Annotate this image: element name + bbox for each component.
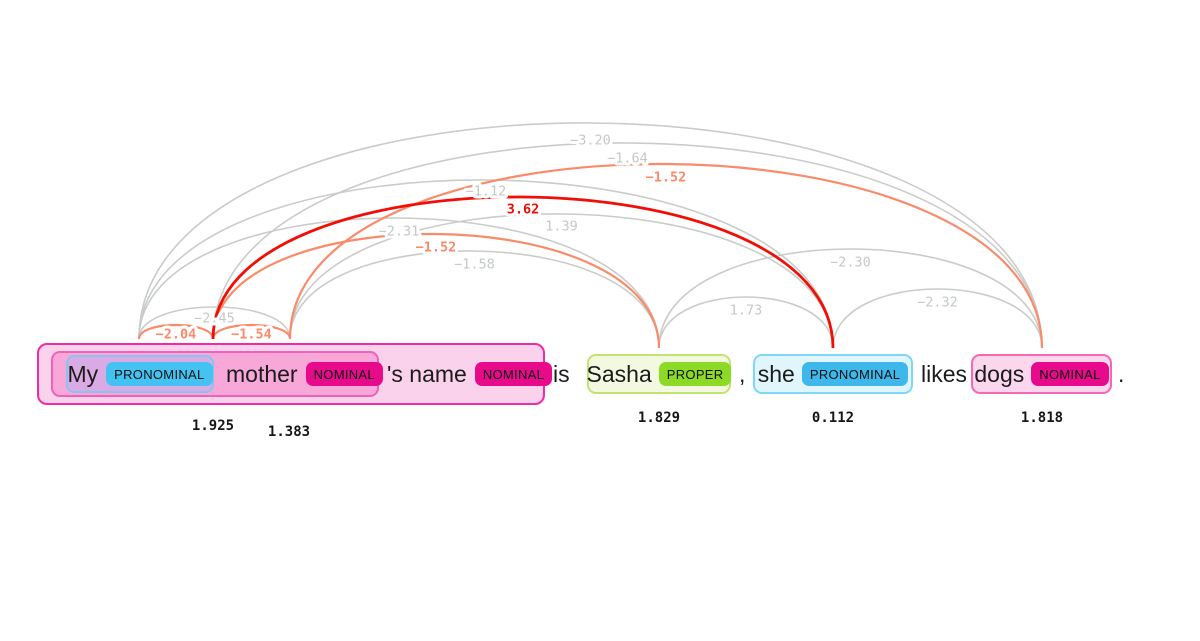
mention-sasha: Sasha PROPER	[586, 354, 732, 394]
arc-score-label-my-dogs: −3.20	[570, 133, 611, 149]
coref-arc-my_mother_s_name-dogs	[288, 162, 1044, 349]
arc-score-label-my_mother-she: 3.62	[507, 202, 540, 218]
coref-arc-my_mother_s_name-she	[289, 213, 834, 349]
arc-score-label-my-she: −1.12	[466, 184, 507, 200]
coref-arc-my_mother-sasha	[211, 232, 661, 349]
coref-arc-my-sasha	[138, 217, 660, 349]
coref-arc-sasha-dogs	[658, 248, 1043, 349]
mention-score-she: 0.112	[811, 410, 855, 426]
arc-score-label-my-my_mother_s_name: −2.45	[194, 311, 235, 327]
coref-arc-my-she	[138, 179, 834, 349]
mention-my-mother: My PRONOMINAL mother NOMINAL	[51, 351, 383, 397]
word-period: .	[1118, 361, 1125, 387]
word-comma: ,	[739, 361, 746, 387]
arc-score-label-my_mother-my_mother_s_name: −1.54	[231, 327, 272, 343]
tag-pronominal-she: PRONOMINAL	[801, 362, 909, 386]
tag-nominal-mother: NOMINAL	[305, 362, 383, 386]
arc-score-label-my_mother-sasha: −1.52	[416, 240, 457, 256]
arc-score-label-my_mother_s_name-she: 1.39	[545, 219, 578, 235]
mention-dogs: dogs NOMINAL	[971, 354, 1112, 394]
mention-score-my_mother_s_name: 1.383	[267, 424, 311, 440]
coref-arc-my_mother-dogs	[212, 142, 1043, 349]
word-s-name: 's name	[387, 360, 467, 387]
word-she: she	[757, 360, 795, 387]
arc-score-label-sasha-dogs: −2.30	[830, 255, 871, 271]
word-likes: likes	[921, 361, 968, 387]
coref-arc-my-dogs	[138, 122, 1043, 349]
mention-she: she PRONOMINAL	[753, 354, 913, 394]
mention-my-mother-s-name: My PRONOMINAL mother NOMINAL 's name NOM…	[37, 343, 553, 405]
tag-nominal-dogs: NOMINAL	[1031, 362, 1109, 386]
word-sasha: Sasha	[586, 360, 652, 387]
arc-score-label-my_mother_s_name-sasha: −1.58	[454, 257, 495, 273]
word-my: My	[67, 360, 99, 387]
word-mother: mother	[226, 360, 298, 387]
coref-arc-my_mother-my_mother_s_name	[211, 324, 292, 340]
tag-pronominal-my: PRONOMINAL	[106, 362, 213, 386]
arc-score-label-she-dogs: −2.32	[917, 295, 958, 311]
word-is: is	[553, 361, 570, 387]
coref-arc-she-dogs	[832, 288, 1043, 349]
arc-score-label-my_mother-dogs: −1.64	[607, 151, 648, 167]
mention-score-dogs: 1.818	[1020, 410, 1064, 426]
arc-score-label-my_mother_s_name-dogs: −1.52	[646, 170, 687, 186]
coref-arc-my_mother-she	[211, 195, 835, 349]
coref-arc-my-my_mother_s_name	[138, 306, 291, 340]
coref-arc-my_mother_s_name-sasha	[289, 250, 660, 349]
arc-score-label-my-my_mother: −2.04	[156, 327, 197, 343]
tag-proper-sasha: PROPER	[658, 362, 732, 386]
mention-score-sasha: 1.829	[637, 410, 681, 426]
arc-score-label-sasha-she: 1.73	[730, 303, 763, 319]
mention-my: My PRONOMINAL	[66, 355, 214, 393]
tag-nominal-s-name: NOMINAL	[474, 362, 553, 386]
coref-arc-my-my_mother	[137, 324, 215, 340]
word-dogs: dogs	[974, 360, 1025, 387]
mention-score-my_mother: 1.925	[191, 418, 235, 434]
arc-score-label-my-sasha: −2.31	[379, 224, 420, 240]
coref-arc-sasha-she	[658, 296, 834, 349]
